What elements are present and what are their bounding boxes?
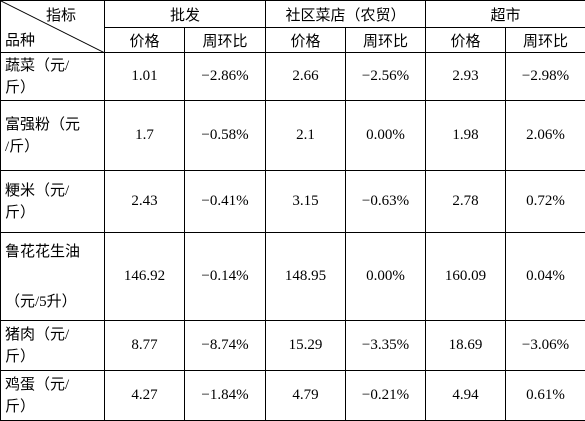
row-name: 蔬菜（元/斤） (1, 53, 105, 101)
cell: −0.14% (185, 233, 266, 321)
sub-header: 价格 (266, 28, 346, 53)
name-line: 富强粉（元 (5, 117, 80, 133)
cell: 4.94 (426, 371, 506, 421)
cell: 0.00% (346, 101, 426, 171)
cell: −1.84% (185, 371, 266, 421)
cell: −0.21% (346, 371, 426, 421)
cell: −0.63% (346, 171, 426, 233)
cell: 2.06% (506, 101, 585, 171)
cell: 0.61% (506, 371, 585, 421)
cell: 0.04% (506, 233, 585, 321)
name-line: （元/5升） (5, 294, 77, 310)
cell: 2.66 (266, 53, 346, 101)
name-line: 鸡蛋（元/ (5, 377, 69, 393)
row-name: 粳米（元/斤） (1, 171, 105, 233)
cell: 0.00% (346, 233, 426, 321)
cell: 15.29 (266, 321, 346, 371)
cell: −3.35% (346, 321, 426, 371)
sub-header: 价格 (105, 28, 185, 53)
cell: 2.93 (426, 53, 506, 101)
name-line: 猪肉（元/ (5, 327, 69, 343)
row-name: 富强粉（元/斤） (1, 101, 105, 171)
group-header: 超市 (426, 1, 585, 28)
cell: 1.01 (105, 53, 185, 101)
cell: 3.15 (266, 171, 346, 233)
sub-header: 周环比 (346, 28, 426, 53)
cell: 0.72% (506, 171, 585, 233)
row-name: 猪肉（元/斤） (1, 321, 105, 371)
cell: 18.69 (426, 321, 506, 371)
row-name: 鸡蛋（元/斤） (1, 371, 105, 421)
corner-top: 指标 (46, 4, 76, 25)
cell: −2.86% (185, 53, 266, 101)
row: 猪肉（元/斤）8.77−8.74%15.29−3.35%18.69−3.06% (1, 321, 585, 371)
cell: −3.06% (506, 321, 585, 371)
row: 蔬菜（元/斤）1.01−2.86%2.66−2.56%2.93−2.98% (1, 53, 585, 101)
cell: 2.1 (266, 101, 346, 171)
sub-header: 价格 (426, 28, 506, 53)
row-name: 鲁花花生油 （元/5升） (1, 233, 105, 321)
cell: −8.74% (185, 321, 266, 371)
spacer (5, 263, 104, 291)
cell: −2.56% (346, 53, 426, 101)
cell: 1.7 (105, 101, 185, 171)
cell: 148.95 (266, 233, 346, 321)
name-line: 蔬菜（元/ (5, 58, 69, 74)
corner-cell: 指标 品种 (1, 1, 105, 53)
name-line: 斤） (5, 399, 35, 415)
cell: 160.09 (426, 233, 506, 321)
cell: −0.58% (185, 101, 266, 171)
cell: −0.41% (185, 171, 266, 233)
cell: 4.27 (105, 371, 185, 421)
cell: 2.43 (105, 171, 185, 233)
name-line: 斤） (5, 205, 35, 221)
cell: 146.92 (105, 233, 185, 321)
corner-bottom: 品种 (5, 29, 35, 50)
sub-header: 周环比 (506, 28, 585, 53)
name-line: 鲁花花生油 (5, 244, 80, 260)
cell: 8.77 (105, 321, 185, 371)
cell: 4.79 (266, 371, 346, 421)
cell: 2.78 (426, 171, 506, 233)
name-line: 斤） (5, 349, 35, 365)
cell: −2.98% (506, 53, 585, 101)
group-header: 批发 (105, 1, 266, 28)
group-header: 社区菜店（农贸） (266, 1, 426, 28)
name-line: /斤） (5, 139, 39, 155)
sub-header: 周环比 (185, 28, 266, 53)
cell: 1.98 (426, 101, 506, 171)
name-line: 粳米（元/ (5, 183, 69, 199)
name-line: 斤） (5, 80, 35, 96)
